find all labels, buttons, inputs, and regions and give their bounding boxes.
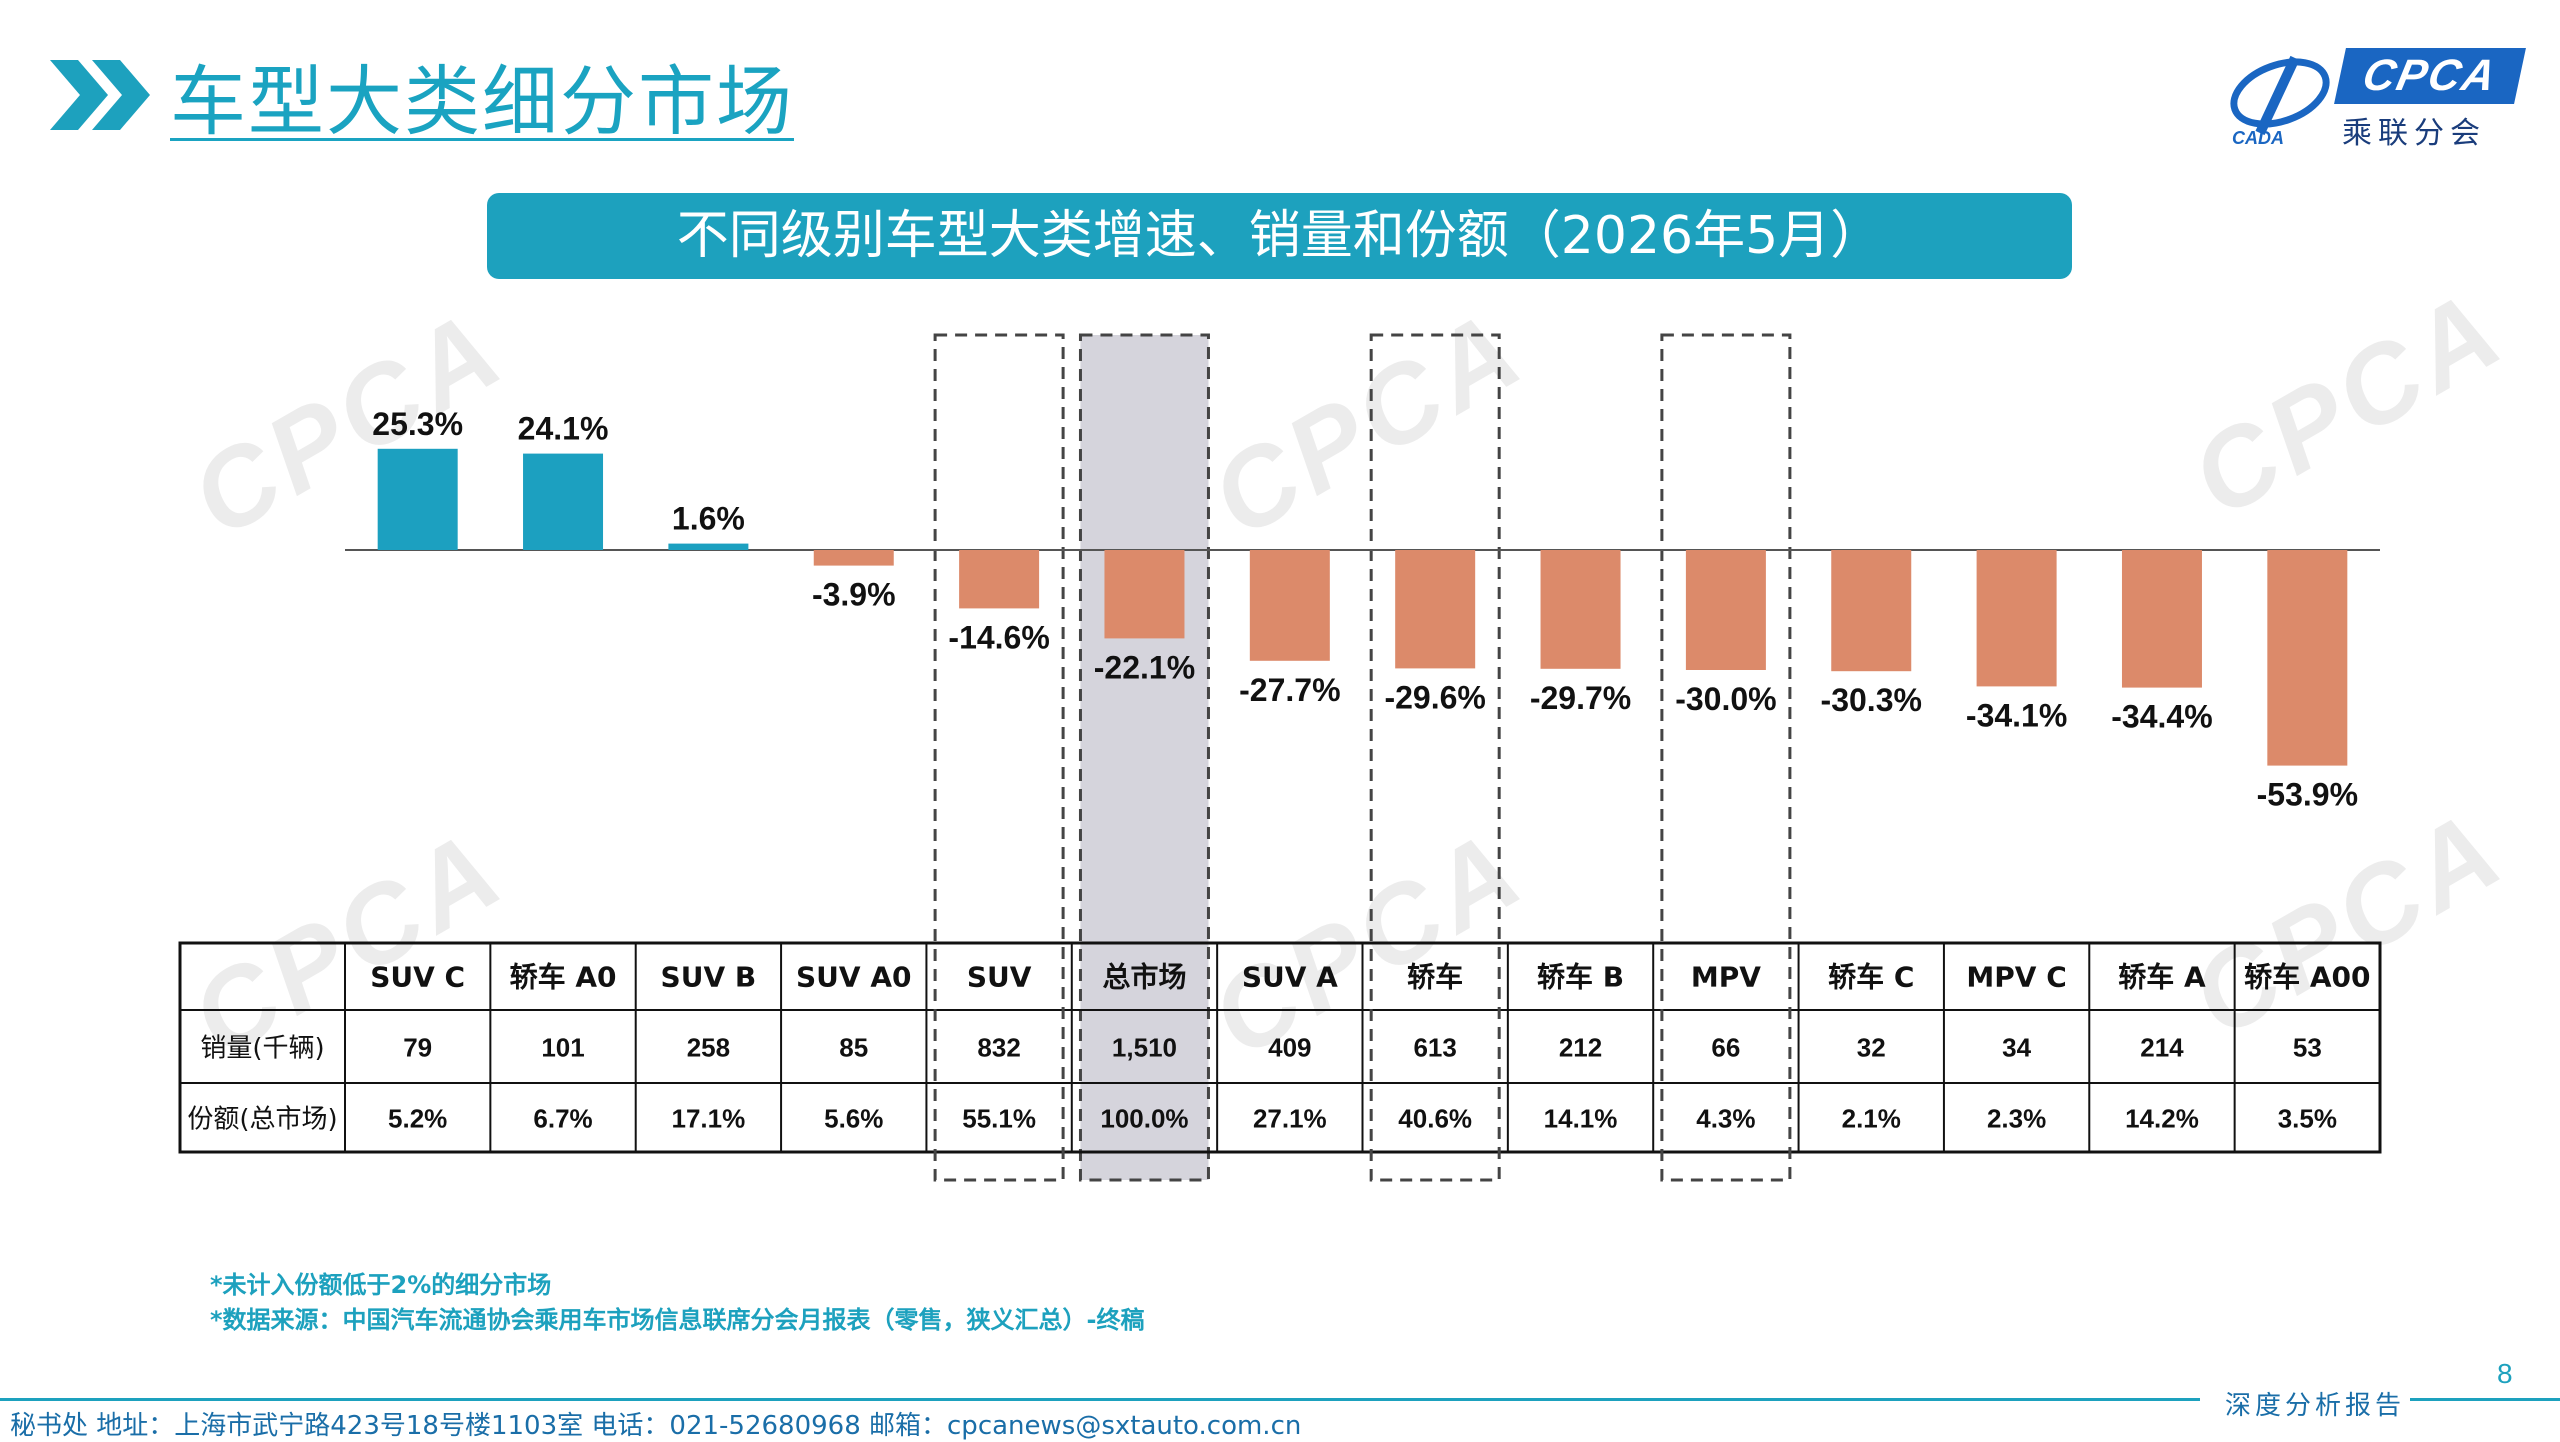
category-label: 轿车 B xyxy=(1537,961,1624,994)
category-label: SUV B xyxy=(661,961,757,994)
bar-value-label: -3.9% xyxy=(812,577,896,613)
bar xyxy=(1685,550,1766,670)
bar xyxy=(2267,550,2348,766)
table-cell: 100.0% xyxy=(1100,1104,1188,1134)
bar-value-label: -53.9% xyxy=(2257,777,2358,813)
bar-value-label: -30.0% xyxy=(1675,681,1776,717)
footer-divider-right xyxy=(2410,1398,2560,1401)
table-cell: 6.7% xyxy=(533,1104,592,1134)
bar xyxy=(1104,550,1185,639)
table-cell: 1,510 xyxy=(1112,1033,1177,1063)
bar-value-label: 24.1% xyxy=(518,411,609,447)
table-cell: 4.3% xyxy=(1696,1104,1755,1134)
bar-value-label: -22.1% xyxy=(1094,649,1195,685)
bar xyxy=(1831,550,1912,672)
table-row-label: 份额(总市场) xyxy=(187,1105,337,1135)
table-cell: 85 xyxy=(839,1033,868,1063)
table-cell: 14.1% xyxy=(1544,1104,1618,1134)
table-cell: 5.6% xyxy=(824,1104,883,1134)
table-cell: 55.1% xyxy=(962,1104,1036,1134)
bar-value-label: -14.6% xyxy=(948,619,1049,655)
table-cell: 34 xyxy=(2002,1033,2031,1063)
cpca-emblem-icon: CADA xyxy=(2230,55,2330,148)
table-cell: 212 xyxy=(1559,1033,1602,1063)
bar-value-label: -29.7% xyxy=(1530,680,1631,716)
highlight-box-7 xyxy=(1369,333,1501,1182)
table-cell: 17.1% xyxy=(672,1104,746,1134)
table-cell: 2.1% xyxy=(1842,1104,1901,1134)
bar-value-label: -34.4% xyxy=(2111,699,2212,735)
category-label: 轿车 A xyxy=(2118,961,2206,994)
table-cell: 27.1% xyxy=(1253,1104,1327,1134)
bar xyxy=(1249,550,1330,661)
category-label: 轿车 A00 xyxy=(2244,961,2370,994)
bar xyxy=(1395,550,1476,669)
highlight-box-9 xyxy=(1660,333,1792,1182)
chart-title: 不同级别车型大类增速、销量和份额（2026年5月） xyxy=(487,193,2072,279)
table-cell: 409 xyxy=(1268,1033,1311,1063)
page-title: 车型大类细分市场 xyxy=(170,57,794,146)
category-label: MPV C xyxy=(1966,961,2066,994)
table-cell: 79 xyxy=(403,1033,432,1063)
footnote-share: *未计入份额低于2%的细分市场 xyxy=(210,1271,552,1299)
bar xyxy=(2121,550,2202,688)
logo-mark-text: CADA xyxy=(2232,128,2284,148)
category-label: 轿车 xyxy=(1407,961,1463,994)
table-cell: 832 xyxy=(977,1033,1020,1063)
table-cell: 214 xyxy=(2140,1033,2184,1063)
category-label: SUV xyxy=(967,961,1032,994)
bar xyxy=(1976,550,2057,687)
table-cell: 2.3% xyxy=(1987,1104,2046,1134)
table-frame xyxy=(178,941,2382,1154)
bar-value-label: 25.3% xyxy=(372,406,463,442)
category-label: 轿车 A0 xyxy=(510,961,617,994)
table-cell: 3.5% xyxy=(2278,1104,2337,1134)
bar-value-label: -29.6% xyxy=(1384,679,1485,715)
report-label: 深度分析报告 xyxy=(2225,1391,2406,1421)
footnote-source: *数据来源：中国汽车流通协会乘用车市场信息联席分会月报表（零售，狭义汇总）-终稿 xyxy=(210,1306,1145,1334)
bar xyxy=(523,453,604,550)
table-cell: 53 xyxy=(2293,1033,2322,1063)
bar-value-label: -27.7% xyxy=(1239,672,1340,708)
footer-divider xyxy=(0,1398,2200,1401)
table-cell: 66 xyxy=(1711,1033,1740,1063)
cpca-logo: CADA CPCA 乘联分会 xyxy=(2220,48,2526,151)
table-cell: 40.6% xyxy=(1398,1104,1472,1134)
table-cell: 5.2% xyxy=(388,1104,447,1134)
bar-value-label: 1.6% xyxy=(672,501,745,537)
table-cell: 613 xyxy=(1413,1033,1456,1063)
header-chevron-icon xyxy=(50,60,150,130)
logo-chinese-text: 乘联分会 xyxy=(2342,116,2486,151)
category-label: 总市场 xyxy=(1102,961,1186,994)
table-cell: 258 xyxy=(687,1033,730,1063)
bar xyxy=(377,448,458,550)
bar-chart: 25.3% 24.1% 1.6% -3.9% -14.6% -22.1% -27.7% -29… xyxy=(178,333,2382,1182)
page-number: 8 xyxy=(2497,1358,2513,1389)
footer-contact: 秘书处 地址：上海市武宁路423号18号楼1103室 电话：021-526809… xyxy=(10,1411,1302,1441)
bar xyxy=(1540,550,1621,669)
bar xyxy=(813,550,894,566)
category-label: SUV C xyxy=(370,961,465,994)
bar xyxy=(959,550,1040,609)
highlight-total-market xyxy=(1078,333,1210,1182)
category-label: MPV xyxy=(1691,961,1761,994)
category-label: SUV A0 xyxy=(796,961,911,994)
table-row-label: 销量(千辆) xyxy=(200,1034,324,1064)
bar xyxy=(668,543,749,550)
highlight-box-4 xyxy=(933,333,1065,1182)
bar-value-label: -34.1% xyxy=(1966,697,2067,733)
bar-value-label: -30.3% xyxy=(1821,682,1922,718)
table-cell: 14.2% xyxy=(2125,1104,2199,1134)
category-label: SUV A xyxy=(1242,961,1338,994)
table-cell: 32 xyxy=(1857,1033,1886,1063)
category-label: 轿车 C xyxy=(1828,961,1914,994)
table-cell: 101 xyxy=(541,1033,584,1063)
